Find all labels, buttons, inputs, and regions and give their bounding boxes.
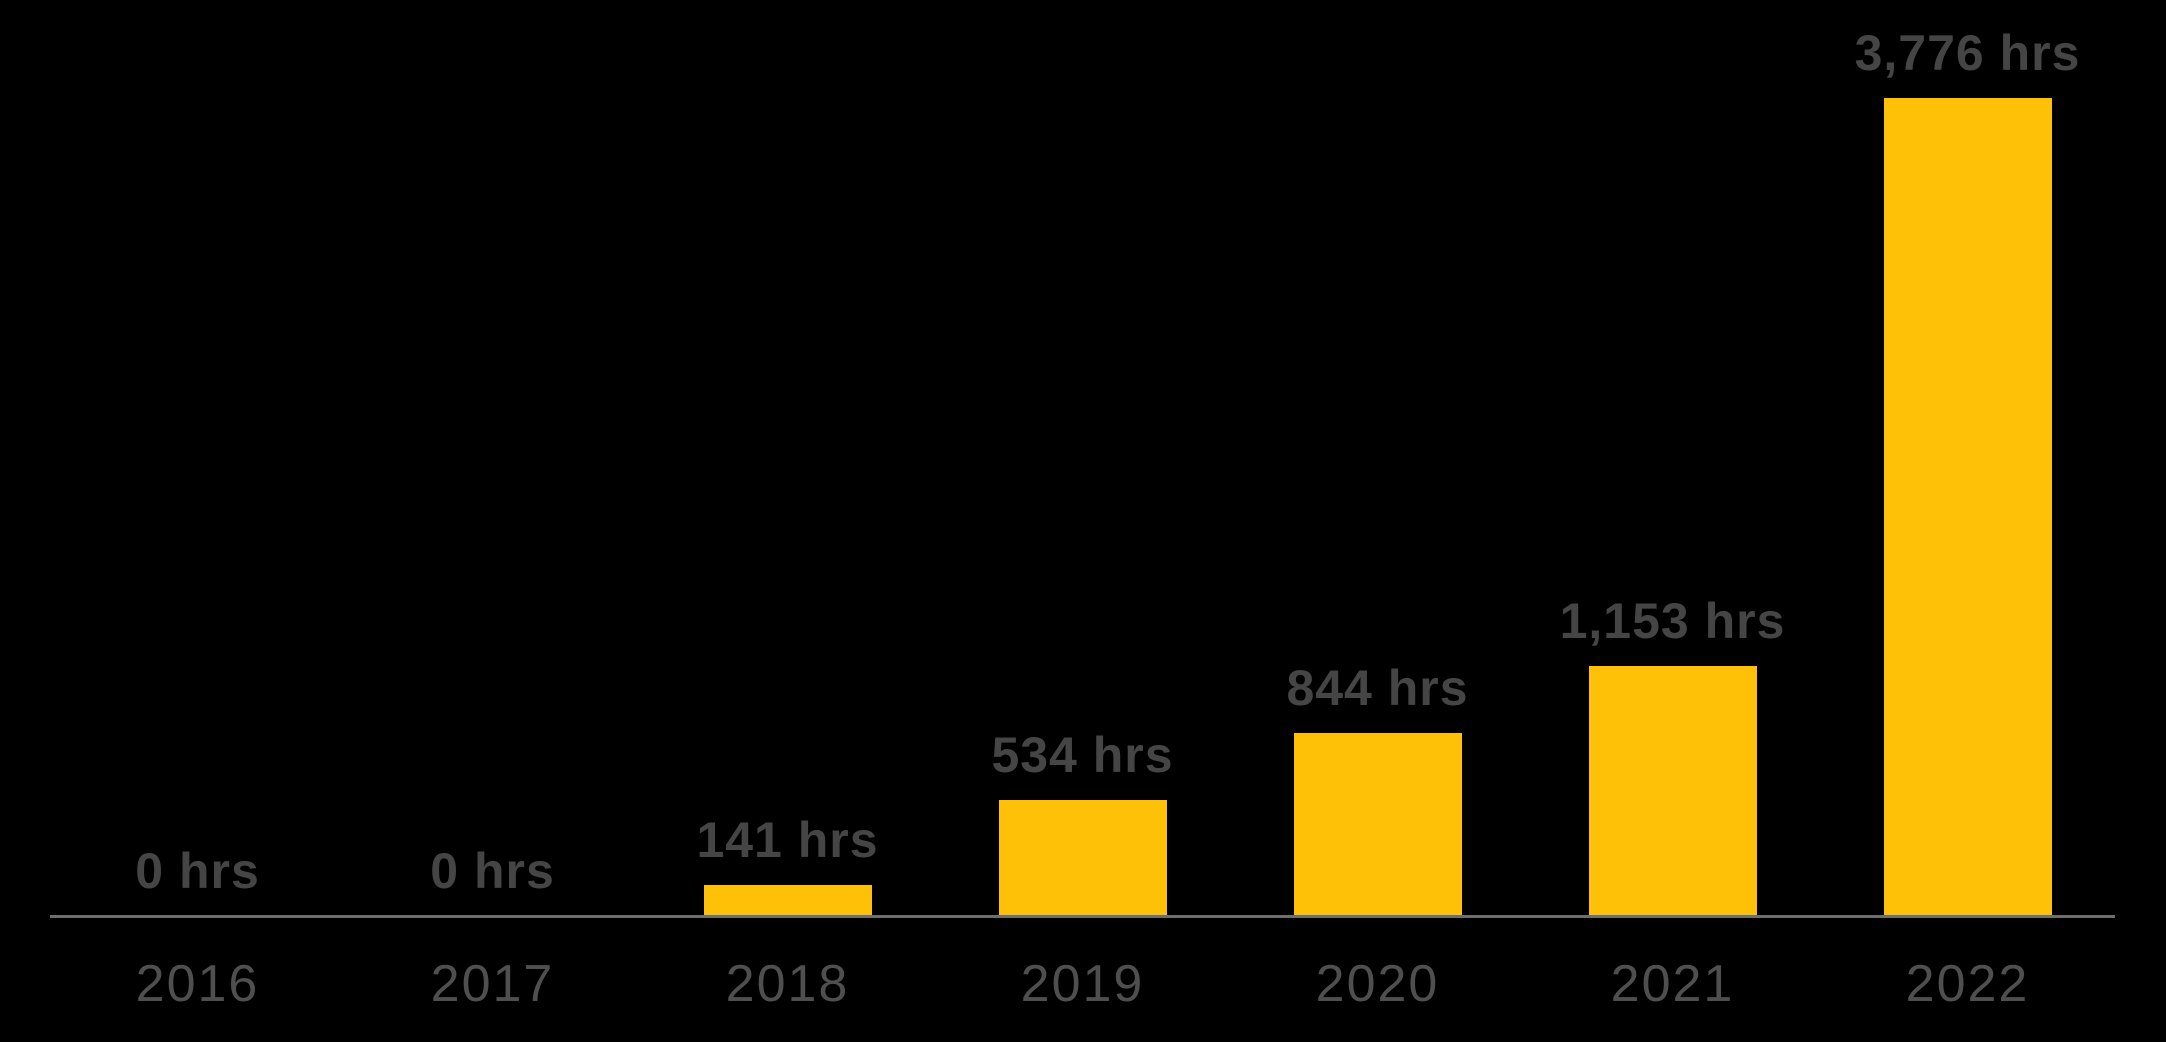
bar-group-2018: 141 hrs 2018	[640, 0, 935, 1042]
value-label: 534 hrs	[991, 727, 1174, 783]
bar-group-2022: 3,776 hrs 2022	[1820, 0, 2115, 1042]
bar-2019	[998, 800, 1167, 916]
year-label: 2020	[1315, 955, 1440, 1013]
year-label: 2017	[430, 955, 555, 1013]
bar-2021	[1588, 666, 1757, 916]
year-label: 2021	[1610, 955, 1735, 1013]
value-label: 1,153 hrs	[1559, 593, 1786, 649]
bar-group-2019: 534 hrs 2019	[935, 0, 1230, 1042]
value-label: 844 hrs	[1286, 660, 1469, 716]
value-label: 0 hrs	[430, 843, 555, 899]
year-label: 2016	[135, 955, 260, 1013]
value-label: 0 hrs	[135, 843, 260, 899]
year-label: 2018	[725, 955, 850, 1013]
bar-group-2021: 1,153 hrs 2021	[1525, 0, 1820, 1042]
x-axis-line	[50, 915, 2115, 918]
year-label: 2022	[1905, 955, 2030, 1013]
bar-group-2017: 0 hrs 2017	[345, 0, 640, 1042]
value-label: 3,776 hrs	[1854, 25, 2081, 81]
bar-group-2016: 0 hrs 2016	[50, 0, 345, 1042]
bar-2022	[1883, 98, 2052, 916]
bar-2020	[1293, 733, 1462, 916]
plot-area: 0 hrs 2016 0 hrs 2017 141 hrs 2018 534 hrs 2019…	[50, 0, 2115, 1042]
value-label: 141 hrs	[696, 812, 879, 868]
bar-group-2020: 844 hrs 2020	[1230, 0, 1525, 1042]
year-label: 2019	[1020, 955, 1145, 1013]
bar-2018	[703, 885, 872, 916]
